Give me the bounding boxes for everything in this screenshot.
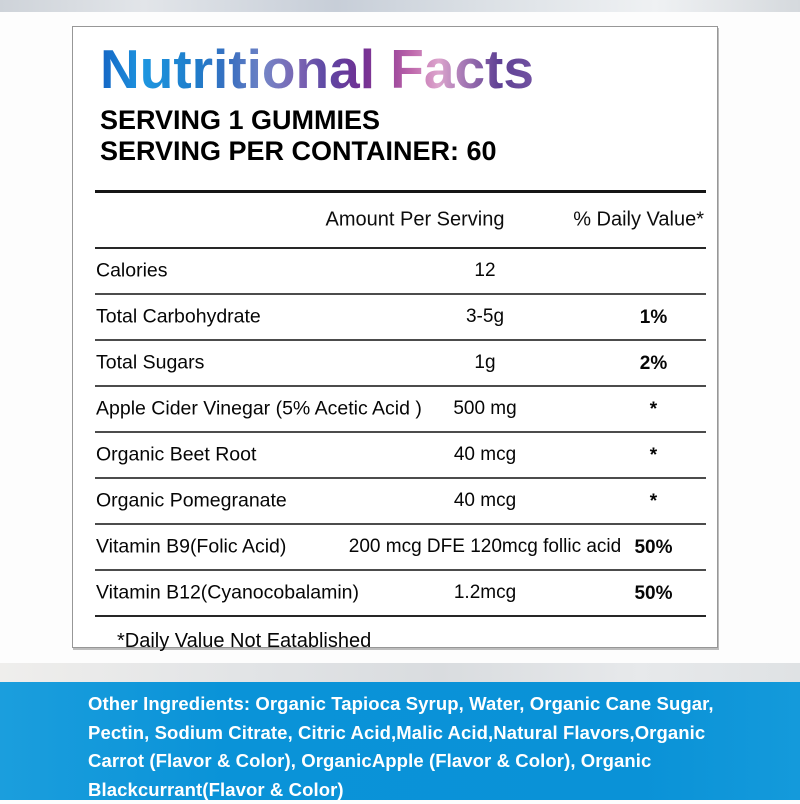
table-row: Calories 12 [95,249,706,295]
top-silver-strip [0,0,800,12]
nutrient-label: Organic Pomegranate [96,490,287,513]
serving-size-line: SERVING 1 GUMMIES [100,105,717,136]
column-header-daily-value: % Daily Value* [573,209,704,232]
table-row: Vitamin B9(Folic Acid) 200 mcg DFE 120mcg… [95,525,706,571]
other-ingredients-text: Other Ingredients: Organic Tapioca Syrup… [0,682,800,804]
nutrient-amount: 40 mcg [454,444,516,466]
table-row: Total Sugars 1g 2% [95,341,706,387]
nutrient-label: Total Sugars [96,352,204,375]
nutrient-daily-value: * [601,491,706,513]
nutrient-amount: 3-5g [466,306,504,328]
nutrient-label: Vitamin B9(Folic Acid) [96,536,286,559]
table-row: Total Carbohydrate 3-5g 1% [95,295,706,341]
nutrient-daily-value: * [601,399,706,421]
nutrient-amount: 200 mcg DFE 120mcg follic acid [349,536,621,558]
ingredients-line: Pectin, Sodium Citrate, Citric Acid,Mali… [88,719,730,748]
panel-header: Nutritional Facts SERVING 1 GUMMIES SERV… [73,27,717,167]
nutrition-table: Amount Per Serving % Daily Value* Calori… [95,190,706,653]
nutrition-facts-title: Nutritional Facts [100,40,534,98]
daily-value-footnote: *Daily Value Not Eatablished [95,617,706,653]
nutrition-facts-panel: Nutritional Facts SERVING 1 GUMMIES SERV… [72,26,718,648]
nutrient-amount: 40 mcg [454,490,516,512]
nutrient-daily-value: 50% [601,583,706,605]
nutrient-amount: 1.2mcg [454,582,516,604]
nutrient-daily-value: 50% [601,537,706,559]
other-ingredients-section: Other Ingredients: Organic Tapioca Syrup… [0,682,800,800]
nutrient-amount: 12 [474,260,495,282]
nutrient-amount: 500 mg [453,398,516,420]
column-header-amount: Amount Per Serving [326,209,505,232]
ingredients-line: Other Ingredients: Organic Tapioca Syrup… [88,690,730,719]
nutrient-daily-value: 1% [601,307,706,329]
middle-silver-strip [0,663,800,682]
nutrient-amount: 1g [474,352,495,374]
table-row: Apple Cider Vinegar (5% Acetic Acid ) 500… [95,387,706,433]
nutrient-label: Organic Beet Root [96,444,256,467]
nutrient-label: Vitamin B12(Cyanocobalamin) [96,582,359,605]
table-row: Organic Pomegranate 40 mcg * [95,479,706,525]
table-header-row: Amount Per Serving % Daily Value* [95,193,706,249]
table-row: Vitamin B12(Cyanocobalamin) 1.2mcg 50% [95,571,706,617]
nutrient-daily-value: 2% [601,353,706,375]
ingredients-line: Carrot (Flavor & Color), OrganicApple (F… [88,747,730,776]
nutrient-label: Calories [96,260,168,283]
servings-per-container-line: SERVING PER CONTAINER: 60 [100,136,717,167]
nutrient-label: Total Carbohydrate [96,306,261,329]
nutrient-daily-value: * [601,445,706,467]
nutrient-label: Apple Cider Vinegar (5% Acetic Acid ) [96,398,422,421]
table-row: Organic Beet Root 40 mcg * [95,433,706,479]
